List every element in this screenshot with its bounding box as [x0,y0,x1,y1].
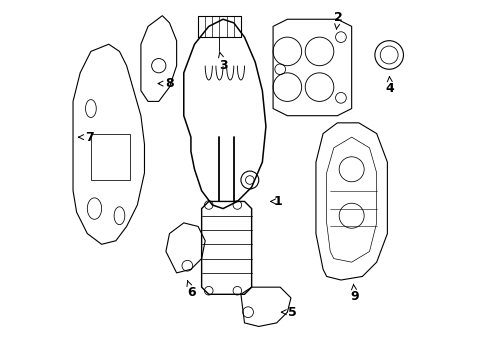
Text: 1: 1 [270,195,282,208]
Text: 7: 7 [79,131,93,144]
Text: 4: 4 [385,76,394,95]
Text: 9: 9 [349,284,358,303]
Text: 2: 2 [333,11,342,30]
Text: 8: 8 [158,77,173,90]
Text: 6: 6 [186,280,196,299]
Text: 3: 3 [218,53,227,72]
Text: 5: 5 [281,306,297,319]
